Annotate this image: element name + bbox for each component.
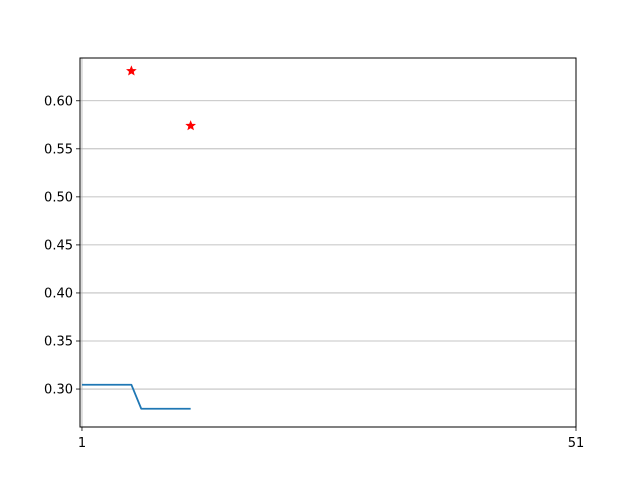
y-tick-label: 0.40 [44,286,73,301]
x-tick-label: 51 [568,436,585,451]
star-marker [126,65,137,76]
series-line [81,383,191,410]
y-tick-label: 0.50 [44,190,73,205]
plot-frame [79,57,577,428]
x-axis: 1 51 [78,427,584,451]
y-tick-label: 0.55 [44,142,73,157]
y-axis: 0.30 0.35 0.40 0.45 0.50 0.55 0.60 [44,94,80,398]
grid-lines [80,58,576,427]
y-tick-label: 0.35 [44,334,73,349]
y-tick-label: 0.30 [44,383,73,398]
y-tick-label: 0.60 [44,94,73,109]
series-layer [81,65,197,410]
y-tick-label: 0.45 [44,238,73,253]
x-tick-label: 1 [78,436,86,451]
star-marker [185,120,197,131]
